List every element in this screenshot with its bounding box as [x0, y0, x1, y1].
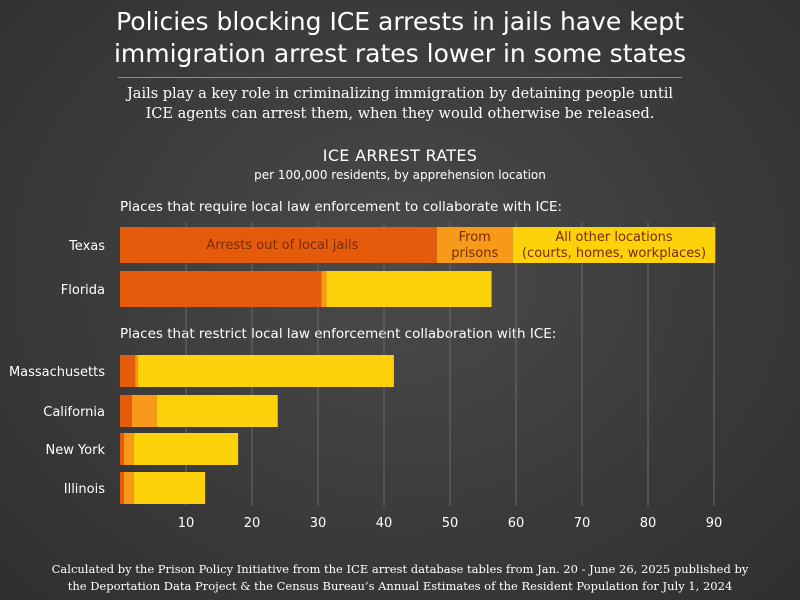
- footer-line-1: Calculated by the Prison Policy Initiati…: [51, 562, 749, 576]
- x-tick-label-10: 10: [178, 516, 195, 531]
- x-tick-label-40: 40: [376, 516, 393, 531]
- footer-line-2: the Deportation Data Project & the Censu…: [67, 579, 733, 593]
- x-tick-label-80: 80: [640, 516, 657, 531]
- bar-massachusetts-segment-2: [135, 355, 138, 387]
- x-tick-label-50: 50: [442, 516, 459, 531]
- x-tick-label-70: 70: [574, 516, 591, 531]
- title-line-1: Policies blocking ICE arrests in jails h…: [116, 7, 684, 36]
- bar-florida-segment-3: [326, 271, 492, 307]
- bar-california-segment-3: [156, 395, 278, 427]
- section-label-restrict: Places that restrict local law enforceme…: [120, 326, 557, 342]
- series-label-2-line-1: From: [459, 230, 491, 245]
- source-footnote: Calculated by the Prison Policy Initiati…: [0, 561, 800, 595]
- bar-florida-segment-1: [120, 271, 322, 307]
- series-label-2-line-2: prisons: [451, 246, 498, 261]
- chart-heading: ICE ARREST RATES: [322, 146, 478, 165]
- title-line-2: immigration arrest rates lower in some s…: [113, 39, 687, 68]
- category-label-california: California: [43, 405, 105, 420]
- subtitle-line-2: ICE agents can arrest them, when they wo…: [145, 106, 655, 122]
- bar-california-segment-2: [131, 395, 157, 427]
- category-label-texas: Texas: [68, 239, 105, 254]
- title-divider: [118, 77, 682, 78]
- chart-title-main: Policies blocking ICE arrests in jails h…: [0, 6, 800, 70]
- bar-illinois-segment-3: [133, 472, 206, 504]
- x-tick-label-90: 90: [706, 516, 723, 531]
- category-label-florida: Florida: [61, 283, 105, 298]
- bar-new-york-segment-2: [123, 433, 134, 465]
- category-label-massachusetts: Massachusetts: [9, 365, 105, 380]
- bar-california-segment-1: [120, 395, 132, 427]
- subtitle: Jails play a key role in criminalizing i…: [0, 84, 800, 124]
- section-label-collaborate: Places that require local law enforcemen…: [120, 199, 563, 215]
- bar-texas-segment-1: [120, 227, 437, 263]
- bar-massachusetts-segment-3: [137, 355, 394, 387]
- series-label-3-line-1: All other locations: [555, 230, 673, 245]
- series-label-3-line-2: (courts, homes, workplaces): [522, 246, 706, 261]
- series-label-1-line-1: Arrests out of local jails: [206, 238, 358, 253]
- bar-texas-segment-3: [512, 227, 716, 263]
- bar-illinois-segment-1: [120, 472, 124, 504]
- x-tick-label-60: 60: [508, 516, 525, 531]
- x-tick-label-30: 30: [310, 516, 327, 531]
- bar-new-york-segment-1: [120, 433, 124, 465]
- bar-new-york-segment-3: [133, 433, 239, 465]
- bar-massachusetts-segment-1: [120, 355, 136, 387]
- chart-subheading: per 100,000 residents, by apprehension l…: [254, 168, 546, 182]
- bar-illinois-segment-2: [123, 472, 134, 504]
- category-label-new-york: New York: [45, 443, 105, 458]
- subtitle-line-1: Jails play a key role in criminalizing i…: [126, 86, 673, 102]
- category-label-illinois: Illinois: [64, 482, 105, 497]
- bar-florida-segment-2: [321, 271, 327, 307]
- x-tick-label-20: 20: [244, 516, 261, 531]
- bar-texas-segment-2: [436, 227, 513, 263]
